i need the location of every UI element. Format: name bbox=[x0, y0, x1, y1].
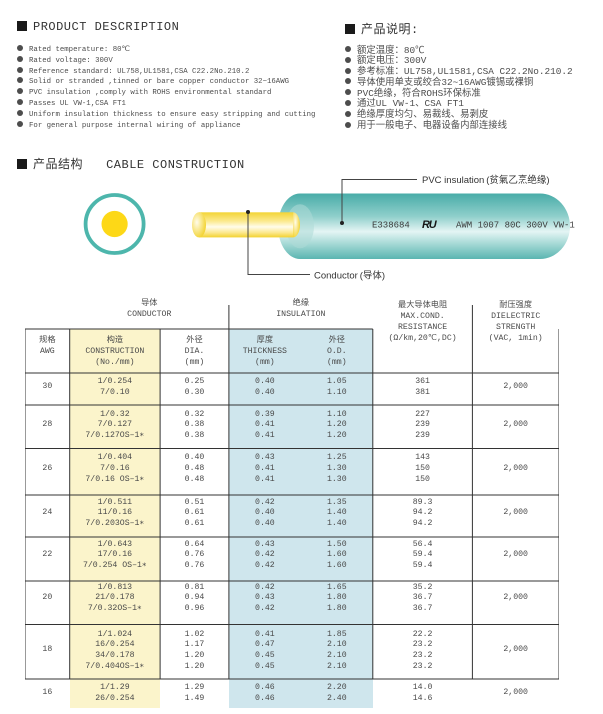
svg-text:RU: RU bbox=[422, 219, 438, 231]
svg-text:AWM 1007 80C 300V VW-1: AWM 1007 80C 300V VW-1 bbox=[456, 221, 575, 231]
svg-text:PVC insulation (贫氣乙烹绝缘): PVC insulation (贫氣乙烹绝缘) bbox=[422, 174, 550, 186]
svg-text:E338684: E338684 bbox=[372, 221, 410, 231]
svg-text:Conductor (导体): Conductor (导体) bbox=[314, 270, 385, 282]
